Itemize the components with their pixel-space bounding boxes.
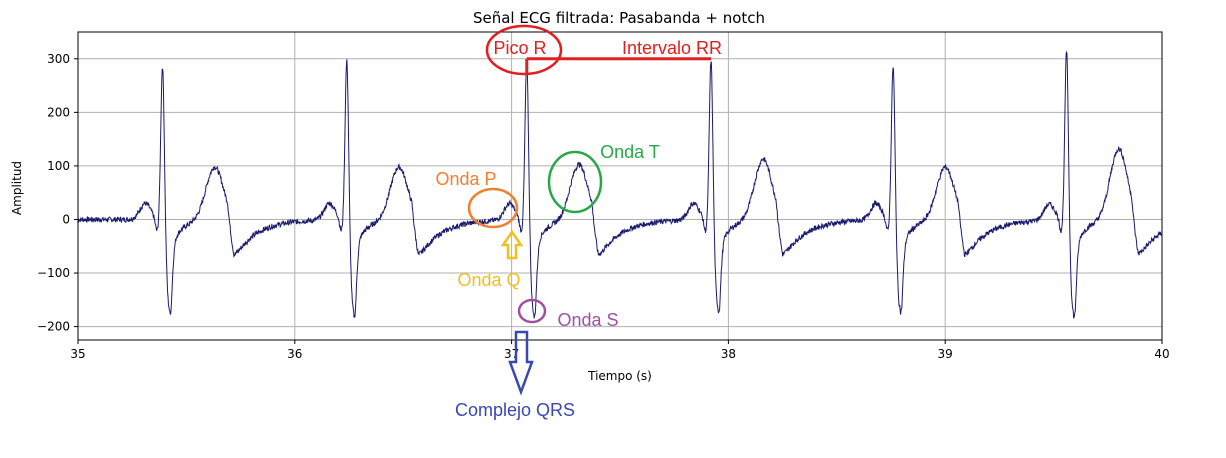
annotation-intervalo-rr: Intervalo RR (525, 38, 722, 75)
annotation-onda-s: Onda S (517, 298, 619, 330)
onda-t-ellipse (547, 150, 603, 214)
x-axis-ticks: 35 36 37 38 39 40 (70, 340, 1170, 361)
grid-lines (77, 32, 1163, 340)
x-tick-label: 40 (1154, 347, 1169, 361)
annotation-onda-q: Onda Q (457, 229, 524, 290)
onda-s-label: Onda S (557, 310, 618, 330)
x-tick-label: 39 (938, 347, 953, 361)
onda-p-ellipse (467, 187, 519, 229)
annotation-onda-p: Onda P (435, 169, 519, 229)
plot-frame (77, 31, 1163, 341)
y-axis-ticks: −200 −100 0 100 200 300 (37, 52, 78, 334)
plot-area (77, 50, 1163, 319)
ecg-signal-line (77, 50, 1163, 319)
y-axis-label: Amplitud (10, 161, 24, 215)
onda-q-label: Onda Q (457, 270, 520, 290)
annotation-complejo-qrs: Complejo QRS (455, 330, 575, 420)
y-tick-label: 300 (47, 52, 70, 66)
y-tick-label: −100 (37, 266, 70, 280)
qrs-down-arrow-icon (508, 330, 534, 396)
pico-r-label: Pico R (493, 38, 546, 58)
rr-interval-label: Intervalo RR (622, 38, 722, 58)
onda-q-arrow-icon (500, 229, 524, 260)
annotation-onda-t: Onda T (547, 142, 660, 214)
chart-title: Señal ECG filtrada: Pasabanda + notch (473, 9, 765, 27)
annotation-pico-r: Pico R (485, 24, 563, 76)
pico-r-ellipse (485, 24, 563, 76)
onda-t-label: Onda T (600, 142, 660, 162)
x-tick-label: 36 (287, 347, 302, 361)
y-tick-label: 200 (47, 105, 70, 119)
x-tick-label: 35 (70, 347, 85, 361)
y-tick-label: −200 (37, 320, 70, 334)
complejo-qrs-label: Complejo QRS (455, 400, 575, 420)
onda-s-ellipse (517, 298, 547, 324)
y-tick-label: 100 (47, 159, 70, 173)
x-tick-label: 38 (721, 347, 736, 361)
y-tick-label: 0 (62, 212, 70, 226)
x-axis-label: Tiempo (s) (587, 369, 652, 383)
onda-p-label: Onda P (435, 169, 496, 189)
